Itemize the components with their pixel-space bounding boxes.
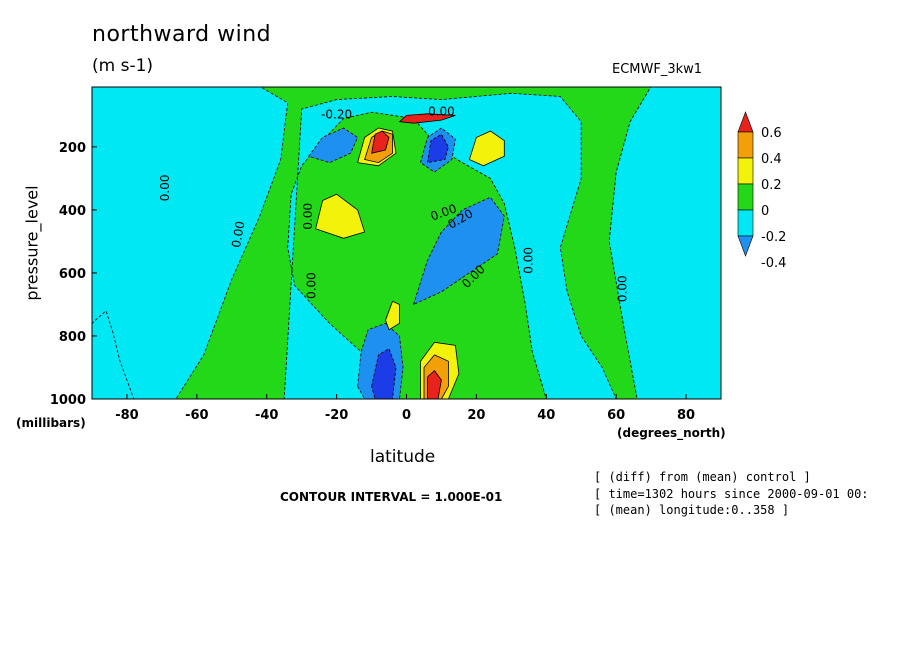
units-label: (m s-1) xyxy=(92,56,154,76)
contour-label: 0.00 xyxy=(616,275,630,302)
x-axis-label: latitude xyxy=(370,447,436,467)
contour-region-red xyxy=(398,113,456,124)
x-tick-label: 60 xyxy=(607,408,625,423)
x-tick-label: -80 xyxy=(115,408,139,423)
y-axis: 200 400 600 800 1000 xyxy=(50,141,97,408)
contour-label: 0.00 xyxy=(305,272,319,299)
x-tick-label: 0 xyxy=(402,408,411,423)
contour-region-yellow xyxy=(468,130,505,167)
y-axis-units: (millibars) xyxy=(16,416,86,430)
colorbar-swatch xyxy=(737,131,754,159)
y-tick-label: 800 xyxy=(59,330,86,345)
x-tick-label: -60 xyxy=(185,408,209,423)
info-line-longitude: [ (mean) longitude:0..358 ] xyxy=(594,503,790,517)
contour-label: 0.00 xyxy=(229,220,247,249)
x-tick-label: -40 xyxy=(255,408,279,423)
y-tick-label: 400 xyxy=(59,204,86,219)
y-axis-label: pressure_level xyxy=(22,185,42,301)
contour-region-blue xyxy=(308,127,359,164)
contour-region-yellow xyxy=(315,193,366,239)
model-label: ECMWF_3kw1 xyxy=(612,62,703,77)
y-tick-label: 600 xyxy=(59,267,86,282)
contour-region-cyan xyxy=(92,310,135,399)
contour-label: -0.20 xyxy=(321,108,352,122)
contour-label: 0.00 xyxy=(521,247,535,274)
chart-title: northward wind xyxy=(92,22,272,47)
contour-region-yellow xyxy=(385,300,400,331)
contour-region-cyan xyxy=(92,87,289,399)
colorbar: 0.6 0.4 0.2 0 -0.2 -0.4 xyxy=(737,111,786,271)
colorbar-label: -0.2 xyxy=(761,230,786,245)
contour-region-darkblue xyxy=(427,133,449,164)
contour-region-cyan xyxy=(283,92,617,399)
x-tick-label: 80 xyxy=(677,408,695,423)
contour-region-cyan xyxy=(608,87,721,399)
colorbar-swatch xyxy=(737,209,754,237)
contour-region-red xyxy=(371,130,390,154)
info-line-time: [ time=1302 hours since 2000-09-01 00: xyxy=(594,487,869,501)
x-axis: -80 -60 -40 -20 0 20 40 60 80 xyxy=(115,394,695,423)
colorbar-swatch xyxy=(737,183,754,211)
filled-contours xyxy=(92,87,721,399)
colorbar-top-arrow xyxy=(737,111,754,133)
y-tick-label: 1000 xyxy=(50,393,86,408)
colorbar-label: -0.4 xyxy=(761,256,786,271)
contour-region-blue xyxy=(412,196,505,306)
x-axis-units: (degrees_north) xyxy=(617,426,726,440)
info-line-diff: [ (diff) from (mean) control ] xyxy=(594,470,811,484)
contour-label: 0.00 xyxy=(428,104,455,118)
colorbar-bottom-arrow xyxy=(737,235,754,257)
colorbar-label: 0.4 xyxy=(761,152,782,167)
x-tick-label: -20 xyxy=(325,408,349,423)
x-tick-label: 40 xyxy=(537,408,555,423)
colorbar-swatch xyxy=(737,157,754,185)
contour-region-red xyxy=(427,370,442,399)
contour-interval: CONTOUR INTERVAL = 1.000E-01 xyxy=(280,490,503,504)
y-tick-label: 200 xyxy=(59,141,86,156)
contour-label: 0.00 xyxy=(301,203,315,230)
contour-label: 0.00 xyxy=(158,174,172,201)
colorbar-label: 0.2 xyxy=(761,178,782,193)
colorbar-label: 0.6 xyxy=(761,126,782,141)
contour-region-darkblue xyxy=(371,348,397,399)
colorbar-label: 0 xyxy=(761,204,769,219)
x-tick-label: 20 xyxy=(467,408,485,423)
